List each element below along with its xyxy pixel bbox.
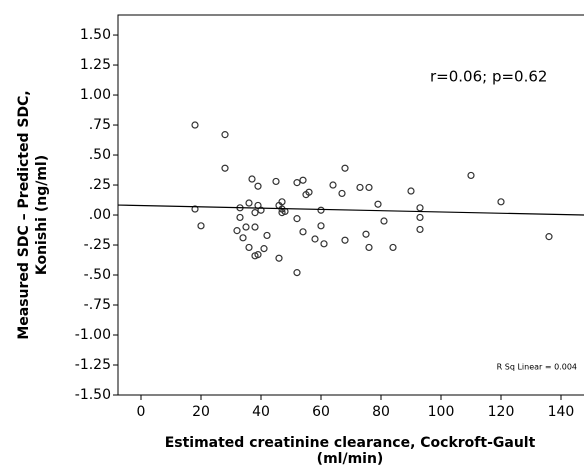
point xyxy=(278,198,286,206)
point xyxy=(467,171,475,180)
x-tick-label: 100 xyxy=(428,404,455,420)
x-axis-label: (ml/min) xyxy=(317,451,384,467)
y-tick-label: .50 xyxy=(89,147,111,163)
point xyxy=(497,198,505,206)
x-tick-label: 120 xyxy=(488,404,515,420)
point xyxy=(257,206,265,214)
point xyxy=(242,223,250,231)
y-axis-label: Measured SDC – Predicted SDC, xyxy=(16,90,32,339)
annotation: r=0.06; p=0.62 xyxy=(430,68,547,86)
y-tick-label: -.75 xyxy=(84,297,111,313)
fit-line xyxy=(117,204,584,216)
y-tick-label: 1.50 xyxy=(80,27,111,43)
y-axis-label: Konishi (ng/ml) xyxy=(34,155,50,275)
point xyxy=(365,243,373,252)
point xyxy=(293,179,301,187)
annotation: R Sq Linear = 0.004 xyxy=(497,363,577,372)
point xyxy=(407,187,415,195)
point xyxy=(362,230,370,238)
point xyxy=(329,181,337,189)
x-tick-label: 20 xyxy=(192,404,210,420)
point xyxy=(311,235,319,243)
point xyxy=(545,233,553,241)
y-tick-label: -1.50 xyxy=(75,387,111,403)
x-tick-label: 140 xyxy=(548,404,575,420)
point xyxy=(365,183,373,192)
point xyxy=(272,177,280,186)
point xyxy=(197,222,205,230)
y-tick-label: -.25 xyxy=(84,237,111,253)
point xyxy=(254,251,262,259)
point xyxy=(374,200,382,208)
point xyxy=(416,225,424,234)
point xyxy=(233,227,241,235)
x-tick-label: 40 xyxy=(252,404,270,420)
y-tick-label: .00 xyxy=(89,207,111,223)
point xyxy=(380,217,388,225)
point xyxy=(221,131,229,139)
y-tick-label: 1.25 xyxy=(80,57,111,73)
plot-area xyxy=(117,14,584,396)
point xyxy=(389,243,397,252)
point xyxy=(245,243,253,252)
y-tick-label: -1.25 xyxy=(75,357,111,373)
point xyxy=(221,164,229,172)
point xyxy=(305,188,313,196)
point xyxy=(416,213,424,222)
y-tick-label: 1.00 xyxy=(80,87,111,103)
point xyxy=(416,204,424,212)
point xyxy=(299,176,307,184)
point xyxy=(293,269,301,277)
x-axis-label: Estimated creatinine clearance, Cockroft… xyxy=(165,435,536,451)
point xyxy=(248,175,256,183)
point xyxy=(263,231,271,240)
point xyxy=(341,236,349,244)
point xyxy=(293,215,301,223)
y-tick-label: -1.00 xyxy=(75,327,111,343)
x-tick-label: 60 xyxy=(312,404,330,420)
point xyxy=(341,164,349,172)
x-tick-label: 80 xyxy=(372,404,390,420)
y-tick-label: .75 xyxy=(89,117,111,133)
point xyxy=(317,222,325,230)
point xyxy=(191,205,199,213)
x-tick-label: 0 xyxy=(137,404,146,420)
point xyxy=(239,234,247,242)
point xyxy=(254,182,262,190)
y-tick-label: -.50 xyxy=(84,267,111,283)
point xyxy=(356,183,364,192)
point xyxy=(251,209,259,217)
point xyxy=(191,121,199,129)
point xyxy=(236,213,244,222)
point xyxy=(251,223,259,231)
y-tick-label: .25 xyxy=(89,177,111,193)
point xyxy=(260,245,268,253)
point xyxy=(320,240,328,248)
point xyxy=(275,254,283,262)
point xyxy=(245,199,253,207)
point xyxy=(299,228,307,236)
point xyxy=(317,206,325,214)
point xyxy=(338,189,346,198)
